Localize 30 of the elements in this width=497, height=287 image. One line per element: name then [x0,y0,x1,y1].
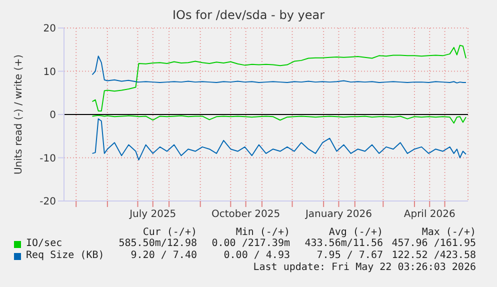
text: 122.52 /423.58 [392,250,476,261]
legend-label: Req Size (KB) [26,250,104,261]
y-tick-label: 20 [43,24,56,35]
y-tick-label: -10 [40,153,56,164]
line-series [92,118,466,160]
text: 585.50m/12.98 [118,238,197,249]
line-series [92,114,466,124]
text: 0.00 /217.39m [212,238,290,249]
text: Max (-/+) [422,227,476,238]
text: 0.00 / 4.93 [224,250,290,261]
y-axis-title: Units read (-) / write (+) [14,54,25,175]
text: 7.95 / 7.67 [316,250,383,261]
text: Last update: Fri May 22 03:26:03 2026 [253,262,476,273]
line-series [92,44,466,112]
x-tick-label: October 2025 [211,209,280,220]
y-tick-label: 0 [50,110,56,122]
x-tick-label: July 2025 [128,209,176,220]
y-tick-label: 10 [43,66,56,78]
text: 457.96 /161.95 [392,238,476,249]
legend-label: IO/sec [26,238,62,249]
chart-title: IOs for /dev/sda - by year [171,8,326,22]
text: 9.20 / 7.40 [130,250,197,261]
y-tick-label: -20 [40,196,56,208]
text: 433.56m/11.56 [304,238,383,249]
text: Min (-/+) [236,227,290,238]
text: Avg (-/+) [328,227,383,238]
text: Cur (-/+) [142,227,197,238]
x-tick-label: April 2026 [404,209,456,220]
x-tick-label: January 2026 [304,209,372,220]
line-series [92,56,466,84]
